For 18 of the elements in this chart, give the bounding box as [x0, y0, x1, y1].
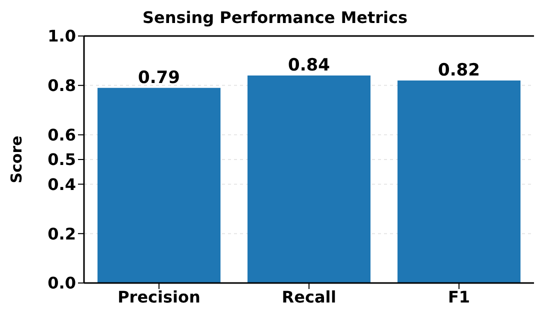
- bar: [98, 88, 220, 283]
- y-tick-label: 0.6: [48, 125, 76, 144]
- bar: [398, 80, 520, 283]
- x-tick-label: Precision: [118, 287, 200, 306]
- y-tick-label: 0.8: [48, 76, 76, 96]
- y-tick-label: 0.2: [48, 224, 76, 244]
- x-tick-label: Recall: [282, 287, 336, 306]
- data-label: 0.84: [288, 56, 330, 76]
- data-label: 0.82: [438, 60, 480, 80]
- y-axis-title: Score: [7, 136, 26, 184]
- data-label: 0.79: [138, 68, 180, 88]
- y-tick-label: 1.0: [48, 26, 76, 46]
- y-tick-label: 0.0: [48, 274, 76, 293]
- y-tick-label: 0.5: [48, 150, 76, 170]
- x-tick-label: F1: [448, 287, 470, 306]
- y-tick-label: 0.4: [48, 174, 76, 194]
- chart-title: Sensing Performance Metrics: [141, 8, 409, 28]
- bar: [248, 76, 370, 283]
